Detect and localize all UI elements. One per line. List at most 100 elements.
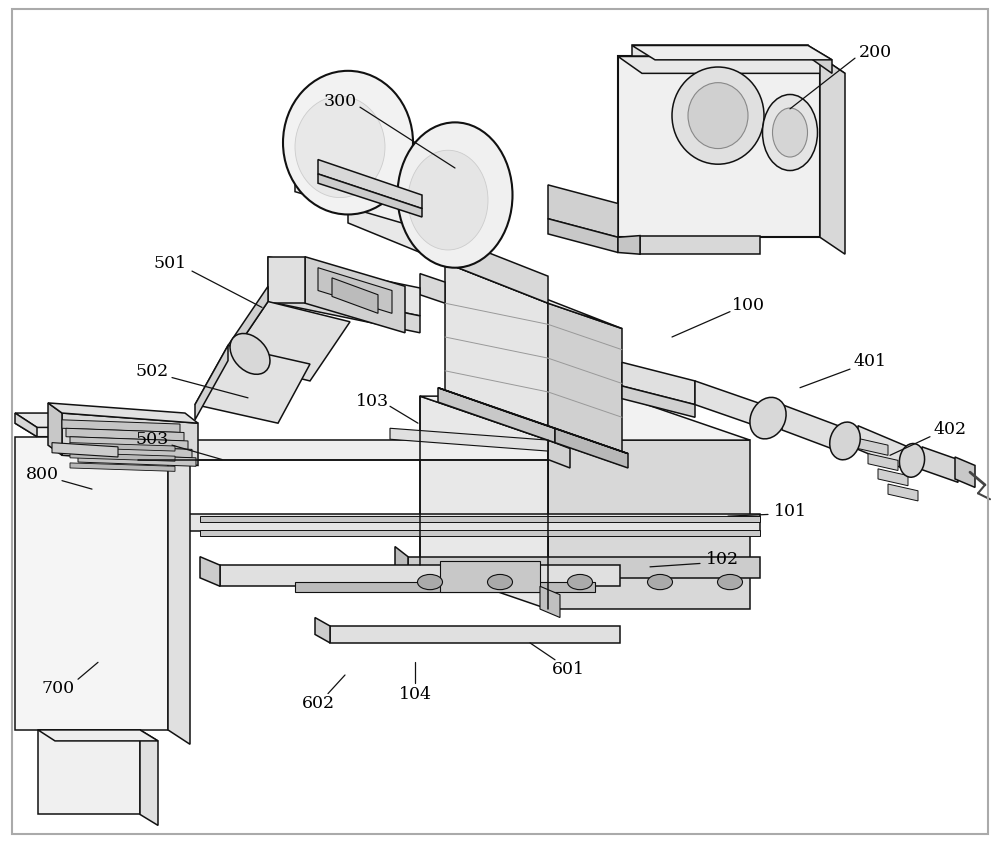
Polygon shape — [295, 170, 445, 236]
Text: 100: 100 — [732, 297, 765, 314]
Polygon shape — [420, 397, 750, 441]
Polygon shape — [140, 730, 158, 825]
Polygon shape — [858, 439, 888, 456]
Polygon shape — [868, 454, 898, 471]
Ellipse shape — [672, 68, 764, 165]
Polygon shape — [62, 420, 180, 433]
Polygon shape — [548, 186, 618, 238]
Polygon shape — [200, 530, 760, 536]
Polygon shape — [548, 304, 622, 466]
Ellipse shape — [718, 575, 742, 590]
Polygon shape — [348, 196, 445, 263]
Polygon shape — [445, 263, 548, 441]
Polygon shape — [38, 730, 158, 741]
Ellipse shape — [772, 109, 808, 158]
Polygon shape — [62, 414, 198, 466]
Polygon shape — [195, 346, 228, 420]
Ellipse shape — [283, 72, 413, 215]
Ellipse shape — [230, 334, 270, 375]
Text: 104: 104 — [398, 685, 432, 702]
Polygon shape — [445, 263, 622, 329]
Text: 200: 200 — [858, 44, 892, 61]
Polygon shape — [268, 285, 420, 333]
Polygon shape — [440, 561, 540, 592]
Polygon shape — [268, 257, 420, 316]
Ellipse shape — [408, 151, 488, 251]
Polygon shape — [95, 506, 110, 532]
Polygon shape — [955, 457, 975, 488]
Polygon shape — [390, 429, 548, 452]
Ellipse shape — [398, 123, 512, 268]
Text: 700: 700 — [41, 679, 75, 696]
Polygon shape — [622, 363, 695, 405]
Polygon shape — [332, 279, 378, 314]
Text: 402: 402 — [933, 420, 967, 437]
Polygon shape — [48, 403, 62, 456]
Polygon shape — [78, 454, 196, 467]
Polygon shape — [632, 46, 808, 57]
Polygon shape — [548, 441, 750, 609]
Polygon shape — [420, 397, 548, 609]
Polygon shape — [438, 388, 628, 454]
Polygon shape — [330, 626, 620, 643]
Ellipse shape — [568, 575, 592, 590]
Polygon shape — [438, 388, 555, 443]
Polygon shape — [922, 447, 958, 483]
Polygon shape — [858, 426, 912, 473]
Polygon shape — [15, 437, 168, 730]
Polygon shape — [195, 346, 310, 424]
Polygon shape — [70, 443, 175, 452]
Polygon shape — [618, 57, 820, 238]
Polygon shape — [38, 730, 140, 814]
Ellipse shape — [418, 575, 442, 590]
Text: 102: 102 — [705, 550, 739, 567]
Polygon shape — [228, 287, 268, 361]
Text: 501: 501 — [153, 255, 187, 272]
Polygon shape — [200, 517, 760, 522]
Polygon shape — [395, 547, 408, 578]
Polygon shape — [445, 236, 548, 304]
Polygon shape — [70, 437, 188, 450]
Polygon shape — [622, 387, 695, 418]
Polygon shape — [15, 424, 190, 437]
Text: 602: 602 — [301, 694, 335, 711]
Text: 800: 800 — [26, 466, 58, 483]
Polygon shape — [782, 405, 845, 454]
Ellipse shape — [295, 97, 385, 198]
Polygon shape — [408, 557, 760, 578]
Ellipse shape — [648, 575, 672, 590]
Polygon shape — [640, 236, 760, 255]
Ellipse shape — [899, 444, 925, 478]
Ellipse shape — [750, 398, 786, 440]
Polygon shape — [115, 429, 138, 460]
Polygon shape — [878, 469, 908, 486]
Text: 502: 502 — [135, 363, 169, 380]
Polygon shape — [220, 565, 620, 587]
Polygon shape — [808, 46, 832, 74]
Text: 503: 503 — [135, 430, 169, 447]
Polygon shape — [632, 46, 832, 61]
Polygon shape — [618, 57, 845, 74]
Polygon shape — [70, 463, 175, 472]
Polygon shape — [138, 441, 548, 460]
Polygon shape — [318, 268, 392, 314]
Polygon shape — [888, 484, 918, 501]
Polygon shape — [15, 414, 37, 437]
Polygon shape — [228, 302, 350, 381]
Polygon shape — [318, 175, 422, 218]
Polygon shape — [48, 403, 198, 424]
Polygon shape — [695, 381, 768, 430]
Polygon shape — [74, 446, 192, 458]
Polygon shape — [318, 160, 422, 209]
Polygon shape — [15, 414, 190, 428]
Polygon shape — [110, 515, 760, 532]
Polygon shape — [70, 453, 175, 462]
Polygon shape — [52, 443, 118, 457]
Polygon shape — [548, 219, 618, 253]
Ellipse shape — [830, 423, 860, 460]
Polygon shape — [305, 257, 405, 333]
Polygon shape — [555, 429, 628, 468]
Polygon shape — [268, 257, 305, 304]
Ellipse shape — [488, 575, 512, 590]
Text: 101: 101 — [774, 502, 806, 519]
